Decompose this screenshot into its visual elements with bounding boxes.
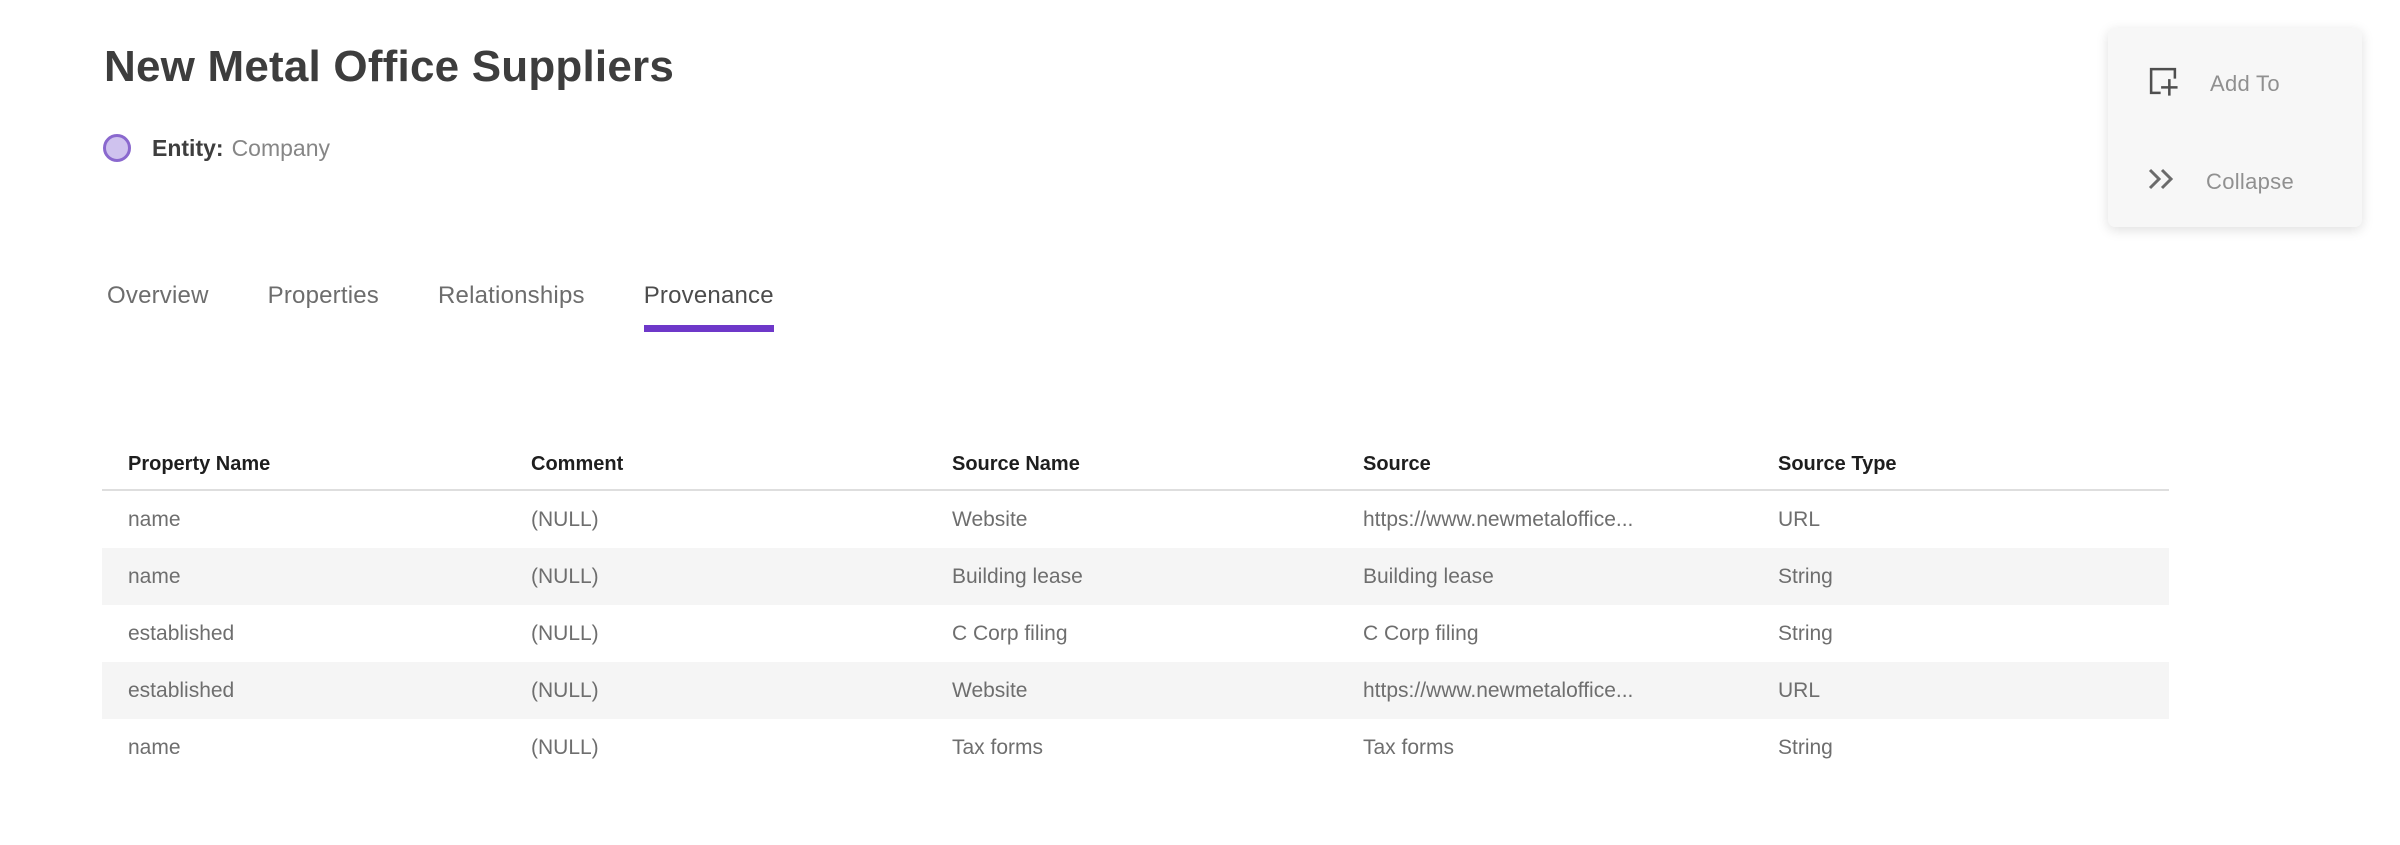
table-row: name (NULL) Tax forms Tax forms String [102, 719, 2169, 776]
tab-relationships[interactable]: Relationships [438, 282, 585, 309]
actions-card: Add To Collapse [2108, 28, 2362, 227]
cell-comment: (NULL) [531, 678, 599, 702]
cell-property-name: name [128, 507, 181, 531]
entity-type-text: Entity: Company [152, 135, 330, 162]
collapse-button[interactable]: Collapse [2144, 166, 2362, 197]
cell-property-name: established [128, 678, 235, 702]
tab-properties[interactable]: Properties [267, 282, 380, 309]
add-to-icon [2144, 62, 2182, 105]
tab-overview[interactable]: Overview [107, 282, 209, 309]
cell-source-name: Building lease [952, 564, 1083, 588]
cell-source: C Corp filing [1363, 621, 1479, 645]
cell-source-name: Website [952, 507, 1028, 531]
entity-badge: Entity: Company [103, 134, 330, 162]
tab-provenance[interactable]: Provenance [643, 282, 774, 332]
entity-type-value: Company [231, 134, 330, 161]
cell-source: Building lease [1363, 564, 1494, 588]
cell-source-type: URL [1778, 507, 1821, 531]
cell-source: Tax forms [1363, 735, 1455, 759]
cell-property-name: name [128, 564, 181, 588]
provenance-table: Property Name Comment Source Name Source… [102, 440, 2169, 776]
table-row: established (NULL) C Corp filing C Corp … [102, 605, 2169, 662]
column-header-source-name: Source Name [952, 453, 1080, 475]
column-header-source: Source [1363, 453, 1431, 475]
add-to-button[interactable]: Add To [2144, 62, 2362, 105]
cell-comment: (NULL) [531, 564, 599, 588]
cell-source-type: URL [1778, 678, 1821, 702]
table-row: established (NULL) Website https://www.n… [102, 662, 2169, 719]
page-title: New Metal Office Suppliers [104, 42, 675, 91]
cell-source-type: String [1778, 564, 1833, 588]
column-header-comment: Comment [531, 453, 624, 475]
cell-source-name: Website [952, 678, 1028, 702]
entity-type-label: Entity: [152, 134, 224, 161]
table-header-row: Property Name Comment Source Name Source… [102, 440, 2169, 491]
cell-comment: (NULL) [531, 507, 599, 531]
cell-property-name: name [128, 735, 181, 759]
table-row: name (NULL) Website https://www.newmetal… [102, 491, 2169, 548]
cell-source-type: String [1778, 735, 1833, 759]
cell-source-name: Tax forms [952, 735, 1044, 759]
table-row: name (NULL) Building lease Building leas… [102, 548, 2169, 605]
column-header-source-type: Source Type [1778, 453, 1897, 475]
collapse-label: Collapse [2206, 168, 2295, 194]
cell-source: https://www.newmetaloffice... [1363, 678, 1634, 702]
double-chevron-right-icon [2144, 166, 2178, 197]
cell-source-name: C Corp filing [952, 621, 1068, 645]
column-header-property-name: Property Name [128, 453, 271, 475]
cell-comment: (NULL) [531, 621, 599, 645]
add-to-label: Add To [2210, 70, 2280, 96]
cell-source-type: String [1778, 621, 1833, 645]
table-body: name (NULL) Website https://www.newmetal… [102, 491, 2169, 776]
cell-comment: (NULL) [531, 735, 599, 759]
tab-bar: Overview Properties Relationships Proven… [107, 282, 774, 332]
entity-type-circle-icon [103, 134, 131, 162]
cell-property-name: established [128, 621, 235, 645]
cell-source: https://www.newmetaloffice... [1363, 507, 1634, 531]
